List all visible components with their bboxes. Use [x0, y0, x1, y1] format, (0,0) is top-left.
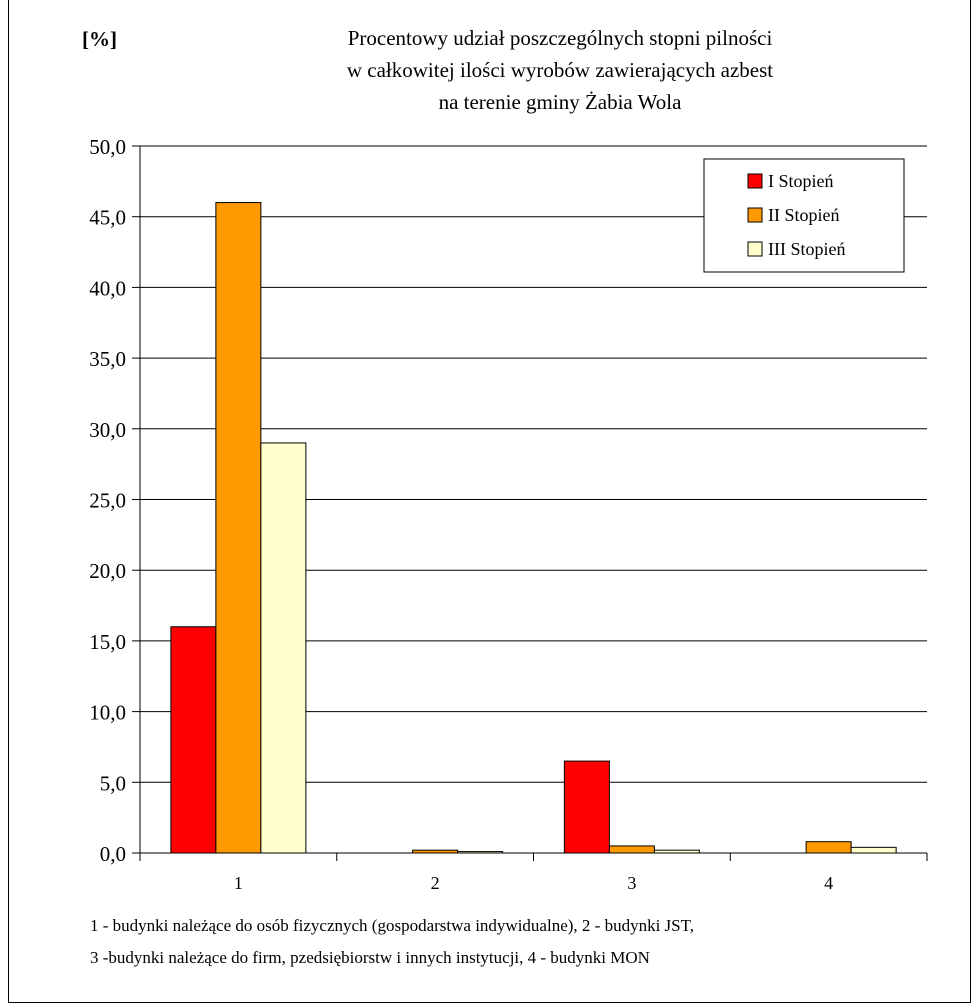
y-tick-label: 30,0: [89, 418, 126, 442]
chart-frame: [8, 0, 971, 1003]
x-tick-label: 4: [824, 873, 833, 893]
y-tick-label: 35,0: [89, 347, 126, 371]
y-tick-label: 20,0: [89, 559, 126, 583]
x-tick-labels: 1 2 3 4: [139, 853, 928, 893]
chart-title-line-3: na terenie gminy Żabia Wola: [439, 90, 683, 114]
x-tick-label: 1: [234, 873, 243, 893]
y-tick-label: 50,0: [89, 135, 126, 159]
note-line-2: 3 -budynki należące do firm, pzedsiębior…: [90, 948, 650, 967]
y-tick-label: 0,0: [100, 842, 126, 866]
legend-label: III Stopień: [768, 239, 845, 259]
x-tick-label: 3: [627, 873, 636, 893]
bar-ii-stopie-cat-4: [805, 841, 852, 854]
legend-swatch: [747, 207, 763, 223]
chart-title-line-1: Procentowy udział poszczególnych stopni …: [348, 26, 773, 50]
y-tick-label: 10,0: [89, 701, 126, 725]
legend-swatch: [747, 241, 763, 257]
y-tick-label: 45,0: [89, 206, 126, 230]
bars: [170, 202, 897, 854]
bar-iii-stopie-cat-1: [260, 442, 307, 854]
legend-swatch: [747, 173, 763, 189]
bar-ii-stopie-cat-1: [215, 202, 262, 854]
y-tick-labels: 0,0 5,0 10,0 15,0 20,0 25,0 30,0 35,0 40,0 45,0 50…: [89, 135, 140, 866]
y-tick-label: 40,0: [89, 276, 126, 300]
y-tick-label: 15,0: [89, 630, 126, 654]
note-line-1: 1 - budynki należące do osób fizycznych …: [90, 916, 694, 935]
y-axis-label: [%]: [82, 27, 117, 51]
y-tick-label: 25,0: [89, 489, 126, 513]
category-notes: 1 - budynki należące do osób fizycznych …: [90, 910, 694, 974]
legend: I Stopień II Stopień III Stopień: [703, 158, 905, 273]
chart-title-line-2: w całkowitej ilości wyrobów zawierającyc…: [347, 58, 773, 82]
x-tick-label: 2: [431, 873, 440, 893]
legend-label: II Stopień: [768, 205, 840, 225]
bar-i-stopie-cat-1: [170, 626, 217, 854]
legend-label: I Stopień: [768, 171, 834, 191]
bar-i-stopie-cat-3: [563, 760, 610, 854]
bar-chart: Procentowy udział poszczególnych stopni …: [82, 26, 928, 893]
y-tick-label: 5,0: [100, 771, 126, 795]
bar-ii-stopie-cat-3: [608, 845, 655, 854]
chart-title: Procentowy udział poszczególnych stopni …: [347, 26, 773, 114]
bar-iii-stopie-cat-4: [850, 846, 897, 854]
legend-box: [703, 158, 905, 273]
